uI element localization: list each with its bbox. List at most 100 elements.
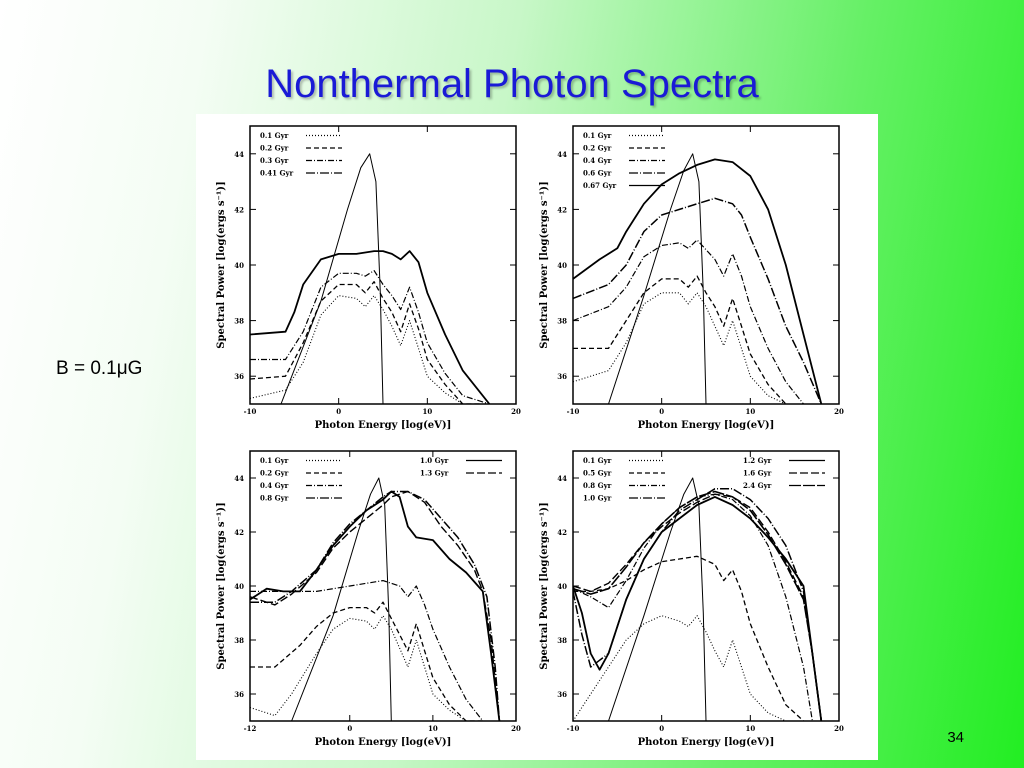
series-line: [573, 239, 804, 404]
legend-label: 0.1 Gyr: [260, 456, 289, 465]
series-line: [573, 292, 787, 404]
y-tick-label: 44: [234, 474, 244, 483]
legend-label: 0.2 Gyr: [260, 144, 289, 153]
x-tick-label: 0: [336, 407, 341, 416]
series-line: [573, 496, 823, 721]
series-line: [250, 281, 481, 404]
legend-label: 1.2 Gyr: [743, 456, 772, 465]
x-tick-label: -12: [244, 724, 257, 733]
legend-label: 0.2 Gyr: [583, 144, 612, 153]
plot-frame: [572, 125, 840, 405]
y-tick-label: 38: [557, 317, 567, 326]
x-axis-label: Photon Energy [log(eV)]: [315, 420, 452, 431]
y-tick-label: 38: [234, 317, 244, 326]
series-line: [573, 490, 823, 721]
x-tick-label: -10: [244, 407, 257, 416]
legend-label: 0.2 Gyr: [260, 469, 289, 478]
x-tick-label: 20: [511, 724, 521, 733]
y-axis-label: Spectral Power [log(ergs s⁻¹)]: [539, 181, 550, 348]
legend-label: 0.3 Gyr: [260, 156, 289, 165]
synchrotron-peak-line: [280, 153, 384, 404]
legend-label: 0.1 Gyr: [583, 131, 612, 140]
y-axis-label: Spectral Power [log(ergs s⁻¹)]: [539, 502, 550, 669]
plot-frame: [249, 450, 517, 722]
synchrotron-peak-line: [291, 477, 392, 721]
series-line: [250, 601, 483, 721]
legend-label: 2.4 Gyr: [743, 481, 772, 490]
series-line: [250, 615, 483, 721]
spectrum-plot-4: -10 0 10 20 36 38 40 42 44 Photon Energy [log(eV)…: [539, 450, 844, 748]
legend-label: 0.1 Gyr: [260, 131, 289, 140]
magnetic-field-note: B = 0.1μG: [56, 358, 143, 379]
legend-label: 0.1 Gyr: [583, 456, 612, 465]
y-tick-label: 36: [557, 372, 567, 381]
y-axis-label: Spectral Power [log(ergs s⁻¹)]: [216, 181, 227, 348]
x-tick-label: 10: [428, 724, 438, 733]
series-line: [250, 490, 501, 721]
series-line: [573, 615, 787, 721]
legend-label: 1.6 Gyr: [743, 469, 772, 478]
spectrum-plot-1: -10 0 10 20 36 38 40 42 44 Photon Energy [log(eV)…: [216, 125, 521, 431]
page-number: 34: [947, 729, 964, 746]
series-line: [573, 197, 822, 404]
legend-label: 1.0 Gyr: [583, 494, 612, 503]
y-tick-label: 42: [234, 528, 244, 537]
spectrum-plot-3: -12 0 10 20 36 38 40 42 44 Photon Energy [log(eV)…: [216, 450, 521, 748]
x-axis-label: Photon Energy [log(eV)]: [638, 737, 775, 748]
x-tick-label: 0: [659, 724, 664, 733]
legend-label: 0.41 Gyr: [260, 169, 294, 178]
legend-label: 0.8 Gyr: [583, 481, 612, 490]
y-tick-label: 38: [234, 636, 244, 645]
y-tick-label: 44: [234, 150, 244, 159]
slide-title: Nonthermal Photon Spectra: [265, 62, 759, 106]
legend-label: 0.4 Gyr: [260, 481, 289, 490]
series-line: [573, 493, 813, 721]
x-tick-label: 10: [745, 724, 755, 733]
series-line: [573, 275, 787, 404]
y-tick-label: 44: [557, 474, 567, 483]
x-axis-label: Photon Energy [log(eV)]: [638, 420, 775, 431]
series-line: [573, 488, 823, 721]
y-axis-label: Spectral Power [log(ergs s⁻¹)]: [216, 502, 227, 669]
y-tick-label: 40: [557, 261, 567, 270]
x-tick-label: 10: [422, 407, 432, 416]
y-tick-label: 36: [234, 372, 244, 381]
legend-label: 0.4 Gyr: [583, 156, 612, 165]
x-tick-label: 20: [511, 407, 521, 416]
legend-label: 0.6 Gyr: [583, 169, 612, 178]
spectra-figure: -10 0 10 20 36 38 40 42 44 Photon Energy [log(eV)…: [216, 125, 844, 748]
y-tick-label: 42: [557, 205, 567, 214]
x-tick-label: 10: [745, 407, 755, 416]
figure-panel: -10 0 10 20 36 38 40 42 44 Photon Energy [log(eV)…: [196, 114, 878, 760]
x-tick-label: 20: [834, 407, 844, 416]
x-tick-label: -10: [567, 724, 580, 733]
y-tick-label: 40: [557, 582, 567, 591]
y-tick-label: 40: [234, 582, 244, 591]
legend-label: 1.0 Gyr: [420, 456, 449, 465]
y-tick-label: 42: [557, 528, 567, 537]
x-tick-label: 0: [347, 724, 352, 733]
legend-label: 0.8 Gyr: [260, 494, 289, 503]
legend-label: 1.3 Gyr: [420, 469, 449, 478]
y-tick-label: 38: [557, 636, 567, 645]
series-line: [250, 490, 501, 721]
y-tick-label: 36: [234, 690, 244, 699]
series-line: [250, 490, 501, 721]
spectrum-plot-2: -10 0 10 20 36 38 40 42 44 Photon Energy [log(eV)…: [539, 125, 844, 431]
y-tick-label: 42: [234, 205, 244, 214]
x-tick-label: 0: [659, 407, 664, 416]
series-line: [250, 250, 491, 404]
series-line: [573, 493, 822, 721]
x-tick-label: 20: [834, 724, 844, 733]
y-tick-label: 44: [557, 150, 567, 159]
y-tick-label: 40: [234, 261, 244, 270]
legend-label: 0.67 Gyr: [583, 181, 617, 190]
series-line: [573, 555, 804, 721]
series-line: [250, 270, 490, 404]
series-line: [250, 295, 481, 404]
x-axis-label: Photon Energy [log(eV)]: [315, 737, 452, 748]
synchrotron-peak-line: [608, 153, 707, 404]
x-tick-label: -10: [567, 407, 580, 416]
series-line: [250, 580, 484, 721]
synchrotron-peak-line: [608, 477, 707, 721]
